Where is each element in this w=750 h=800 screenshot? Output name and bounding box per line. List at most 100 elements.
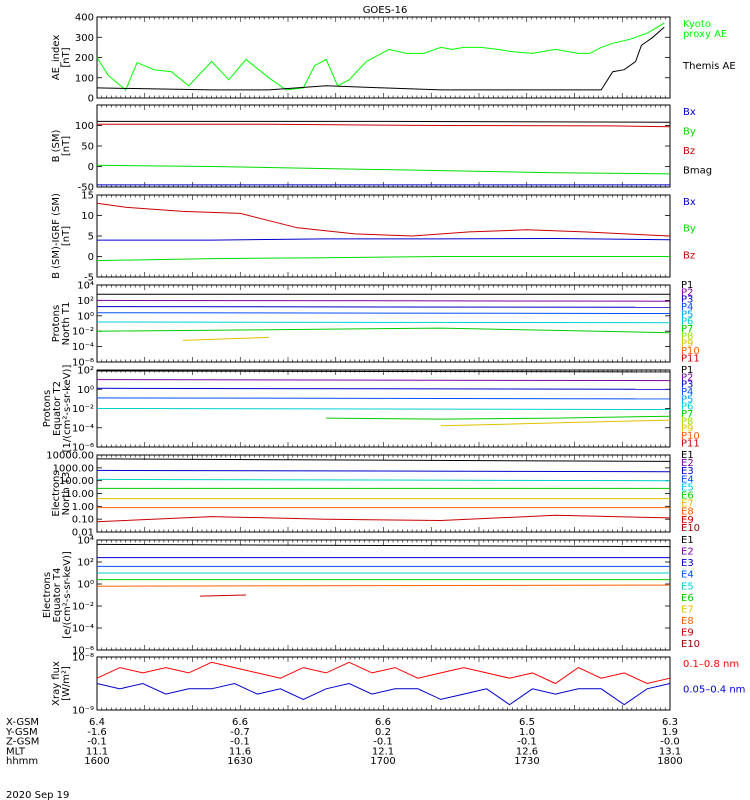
legend-e2: E2 [681,458,694,469]
y-axis-title: [nT] [61,47,72,67]
series-line-e9 [200,594,247,597]
legend-p4: P4 [681,387,693,398]
panel-frame [96,284,671,363]
series-line-0-05-0-4-nm [96,682,671,706]
series-line-p7 [326,415,671,420]
ephem-value: 6.3 [662,717,678,728]
series-line-bz [96,202,671,237]
y-tick-label: 50 [81,142,94,153]
ephem-value: 1800 [657,756,682,767]
legend-e4: E4 [681,474,694,485]
y-tick-label: 10⁻⁴ [72,624,94,635]
y-tick-label: 100.00 [59,476,94,487]
series-line-e8 [96,514,671,523]
date-label: 2020 Sep 19 [6,790,69,800]
legend-e10: E10 [681,523,700,534]
legend-e7: E7 [681,604,694,615]
legend-p9: P9 [681,339,693,350]
series-line-e1 [96,543,671,548]
ephem-row-label: Z-GSM [6,737,39,748]
series-line-by [96,256,670,262]
y-tick-label: 10000.00 [46,451,94,462]
panel-bsm: -50 0 50 100 B (SM) [nT] Bx By Bz Bmag [51,104,712,194]
y-tick-label: 10⁻² [72,602,94,613]
legend-p8: P8 [681,331,693,342]
legend-p11: P11 [681,438,700,449]
legend-bx: Bx [683,197,696,208]
series-line-bz [97,123,671,128]
ephem-row-label: X-GSM [6,717,39,728]
legend-e6: E6 [681,491,694,502]
y-axis-title: AE_index [51,35,62,81]
y-axis-title: [nT] [61,226,72,246]
ephem-value: -1.6 [87,727,107,738]
series-line-p4 [96,312,671,314]
legend-e4: E4 [681,570,694,581]
y-tick-label: 0 [88,162,94,173]
y-tick-label: 10⁴ [77,536,94,547]
ephem-value: 12.6 [516,746,538,757]
legend-e10: E10 [681,639,700,650]
series-line-p6 [96,321,671,324]
y-tick-label: 10⁰ [77,311,94,322]
ephem-value: 11.1 [86,746,108,757]
panel-bigrf: -5 0 5 10 15 B (SM)-IGRF (SM) [nT] Bx By Bz [51,191,696,284]
series-line-kyoto-proxy-ae [96,22,665,91]
legend-e3: E3 [681,466,694,477]
legend-e8: E8 [681,616,694,627]
series-line-p1 [96,370,671,373]
y-axis-title: [nT] [61,136,72,156]
legend-p6: P6 [681,402,693,413]
legend-e7: E7 [681,499,694,510]
y-tick-label: 10² [77,558,94,569]
legend-kyoto-proxy-ae: Kyoto [683,19,711,30]
series-line-e2 [96,469,671,473]
panel-frame [96,16,671,99]
legend-by: By [683,126,696,137]
y-tick-label: 0 [88,252,94,263]
series-line-e3 [96,478,671,482]
y-tick-label: 0.10 [72,515,94,526]
legend-p4: P4 [681,302,693,313]
ephem-value: -0.0 [660,737,680,748]
ephem-value: 0.2 [375,727,391,738]
legend-bx: Bx [683,107,696,118]
ephem-value: -0.1 [517,737,537,748]
y-tick-label: 10⁴ [77,281,94,292]
y-tick-label: 100 [75,73,94,84]
chart-title: GOES-16 [363,5,408,16]
ephem-row-label: Y-GSM [5,727,38,738]
y-axis-title: Electrons [42,572,53,618]
ephem-value: 1730 [514,756,539,767]
series-line-p2 [96,299,671,302]
panel-xray: 10⁻⁹ 10⁻⁸ Xray flux [W/m²] 0.1–0.8 nm 0.05–0.… [51,653,745,717]
legend-p1: P1 [681,280,693,291]
legend-e5: E5 [681,482,694,493]
y-tick-label: 10⁻⁴ [72,342,94,353]
y-axis-title: North T3 [61,472,72,516]
legend-e9: E9 [681,628,694,639]
ephem-value: 1600 [84,756,109,767]
legend-p11: P11 [681,353,700,364]
panel-protons2: 10⁻⁶ 10⁻⁴ 10⁻² 10⁰ 10² Protons Equator T2 [1/(c… [42,365,700,454]
series-line-bx [97,237,671,241]
y-tick-label: 0.01 [72,528,94,539]
legend-bz: Bz [683,146,695,157]
ephem-value: 1700 [370,756,395,767]
series-line-e1 [96,458,671,462]
y-tick-label: 10⁰ [77,580,94,591]
ephem-value: -0.1 [87,737,107,748]
series-line-themis-ae [96,26,665,91]
y-tick-label: 10² [77,366,94,377]
legend-p8: P8 [681,416,693,427]
panel-electrons2: 10⁻⁶ 10⁻⁴ 10⁻² 10⁰ 10² 10⁴ Electrons Equator T4… [42,535,700,657]
legend-p5: P5 [681,309,693,320]
series-line-p8 [182,336,269,341]
legend-e8: E8 [681,507,694,518]
y-axis-title: Equator T2 [52,381,63,436]
legend-themis-ae: Themis AE [682,61,736,72]
legend-p2: P2 [681,287,693,298]
